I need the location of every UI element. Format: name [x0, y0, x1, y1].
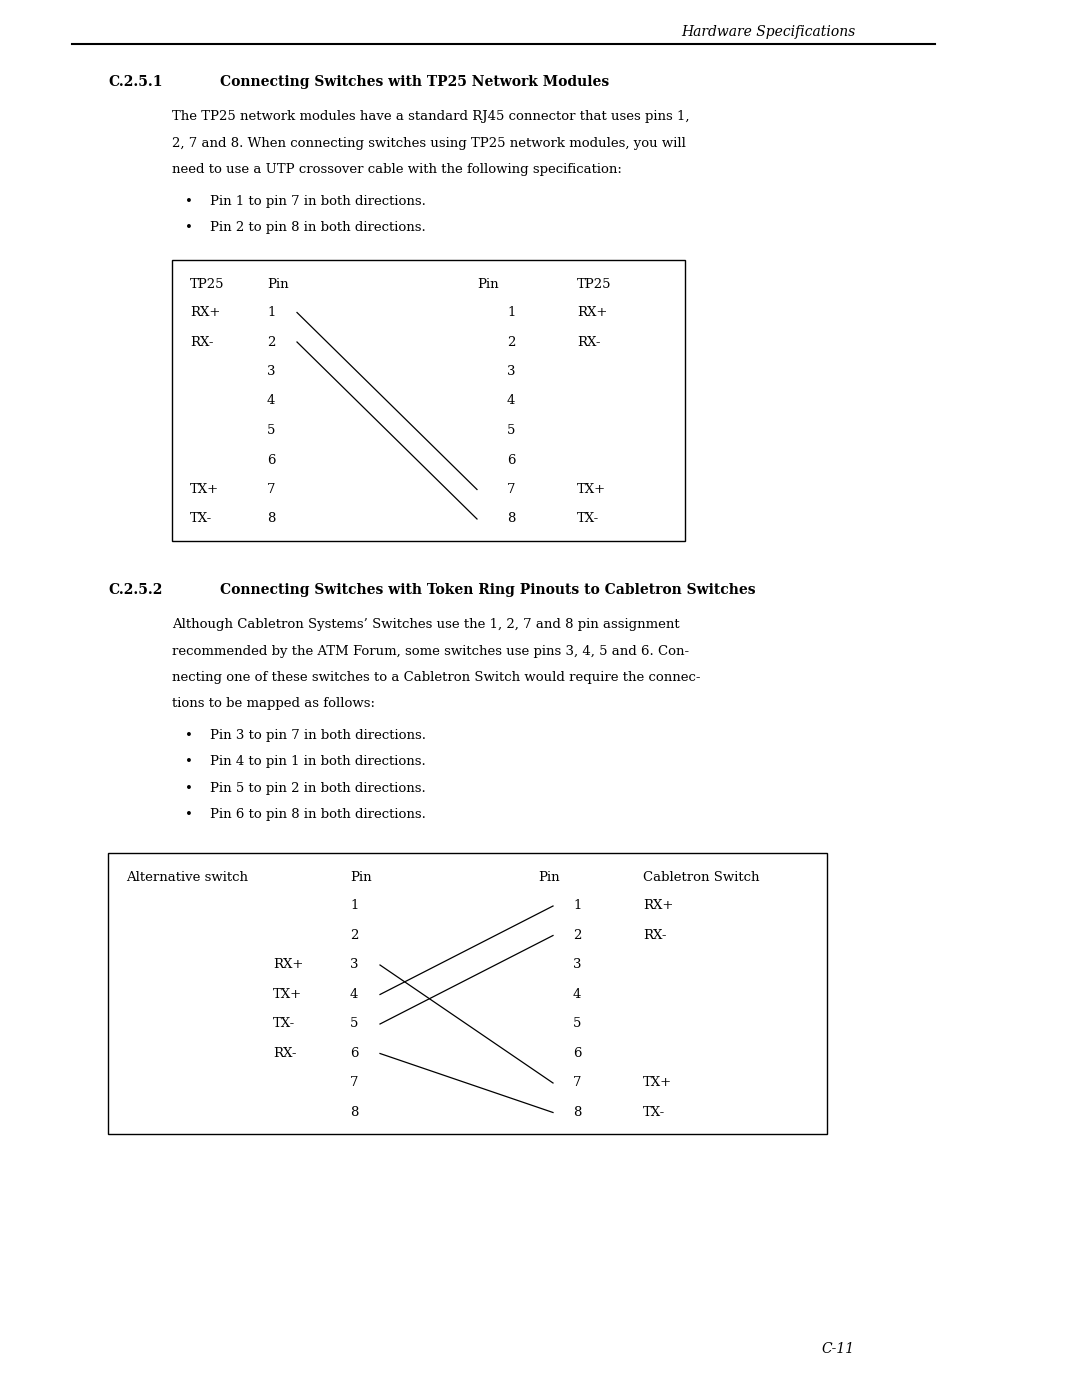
Text: Pin: Pin [350, 870, 372, 884]
Text: 1: 1 [350, 900, 359, 912]
Text: 3: 3 [267, 365, 275, 379]
Text: tions to be mapped as follows:: tions to be mapped as follows: [172, 697, 375, 711]
Text: RX-: RX- [273, 1046, 297, 1060]
Text: •: • [185, 756, 193, 768]
Text: 8: 8 [267, 513, 275, 525]
Text: TP25: TP25 [190, 278, 225, 291]
Text: •: • [185, 809, 193, 821]
Text: 6: 6 [507, 454, 515, 467]
Text: The TP25 network modules have a standard RJ45 connector that uses pins 1,: The TP25 network modules have a standard… [172, 110, 689, 123]
Text: RX-: RX- [190, 335, 214, 348]
Text: RX-: RX- [577, 335, 600, 348]
Text: 2: 2 [267, 335, 275, 348]
Text: C.2.5.2: C.2.5.2 [108, 583, 162, 597]
Text: 1: 1 [507, 306, 515, 319]
Text: Pin 6 to pin 8 in both directions.: Pin 6 to pin 8 in both directions. [210, 809, 426, 821]
Text: 4: 4 [350, 988, 359, 1002]
Text: TX-: TX- [273, 1017, 295, 1031]
Text: 3: 3 [507, 365, 515, 379]
Text: TX+: TX+ [643, 1077, 672, 1090]
Text: C.2.5.1: C.2.5.1 [108, 75, 162, 89]
Text: 4: 4 [267, 394, 275, 408]
Text: Hardware Specifications: Hardware Specifications [680, 25, 855, 39]
Text: •: • [185, 729, 193, 742]
Text: 7: 7 [350, 1077, 359, 1090]
Text: 4: 4 [507, 394, 515, 408]
Text: 2, 7 and 8. When connecting switches using TP25 network modules, you will: 2, 7 and 8. When connecting switches usi… [172, 137, 686, 149]
Text: TX-: TX- [577, 513, 599, 525]
Text: 1: 1 [573, 900, 581, 912]
Text: Cabletron Switch: Cabletron Switch [643, 870, 759, 884]
Text: Pin: Pin [477, 278, 499, 291]
Text: 7: 7 [573, 1077, 581, 1090]
Text: 7: 7 [267, 483, 275, 496]
Text: 2: 2 [507, 335, 515, 348]
Text: 8: 8 [573, 1106, 581, 1119]
Text: Pin 1 to pin 7 in both directions.: Pin 1 to pin 7 in both directions. [210, 194, 426, 208]
Text: RX+: RX+ [643, 900, 673, 912]
Text: TX+: TX+ [273, 988, 302, 1002]
Text: 2: 2 [573, 929, 581, 942]
Text: 3: 3 [573, 958, 581, 971]
Text: 7: 7 [507, 483, 515, 496]
Text: Although Cabletron Systems’ Switches use the 1, 2, 7 and 8 pin assignment: Although Cabletron Systems’ Switches use… [172, 617, 679, 631]
Text: RX-: RX- [643, 929, 666, 942]
Text: •: • [185, 782, 193, 795]
Text: Connecting Switches with Token Ring Pinouts to Cabletron Switches: Connecting Switches with Token Ring Pino… [220, 583, 756, 597]
Text: Pin 5 to pin 2 in both directions.: Pin 5 to pin 2 in both directions. [210, 782, 426, 795]
Text: 5: 5 [267, 425, 275, 437]
Text: Pin: Pin [538, 870, 559, 884]
Text: Pin 2 to pin 8 in both directions.: Pin 2 to pin 8 in both directions. [210, 221, 426, 235]
Text: •: • [185, 194, 193, 208]
Text: 6: 6 [350, 1046, 359, 1060]
Text: Pin 3 to pin 7 in both directions.: Pin 3 to pin 7 in both directions. [210, 729, 426, 742]
Text: 5: 5 [507, 425, 515, 437]
Text: Pin: Pin [267, 278, 288, 291]
Text: 4: 4 [573, 988, 581, 1002]
Text: 5: 5 [573, 1017, 581, 1031]
Text: RX+: RX+ [273, 958, 303, 971]
Text: TP25: TP25 [577, 278, 611, 291]
Text: 6: 6 [573, 1046, 581, 1060]
Text: C-11: C-11 [822, 1343, 855, 1356]
Bar [108, 854, 827, 1134]
Text: 6: 6 [267, 454, 275, 467]
Text: 8: 8 [350, 1106, 359, 1119]
Text: 3: 3 [350, 958, 359, 971]
Text: RX+: RX+ [577, 306, 607, 319]
Text: •: • [185, 221, 193, 235]
Text: Connecting Switches with TP25 Network Modules: Connecting Switches with TP25 Network Mo… [220, 75, 609, 89]
Text: RX+: RX+ [190, 306, 220, 319]
Text: 5: 5 [350, 1017, 359, 1031]
Text: need to use a UTP crossover cable with the following specification:: need to use a UTP crossover cable with t… [172, 163, 622, 176]
Text: TX-: TX- [643, 1106, 665, 1119]
Text: TX+: TX+ [577, 483, 606, 496]
Text: 1: 1 [267, 306, 275, 319]
Text: TX+: TX+ [190, 483, 219, 496]
Text: TX-: TX- [190, 513, 213, 525]
Text: Alternative switch: Alternative switch [126, 870, 248, 884]
Text: 8: 8 [507, 513, 515, 525]
Text: 2: 2 [350, 929, 359, 942]
Text: recommended by the ATM Forum, some switches use pins 3, 4, 5 and 6. Con-: recommended by the ATM Forum, some switc… [172, 644, 689, 658]
Text: necting one of these switches to a Cabletron Switch would require the connec-: necting one of these switches to a Cable… [172, 671, 701, 685]
Bar [172, 260, 685, 541]
Text: Pin 4 to pin 1 in both directions.: Pin 4 to pin 1 in both directions. [210, 756, 426, 768]
